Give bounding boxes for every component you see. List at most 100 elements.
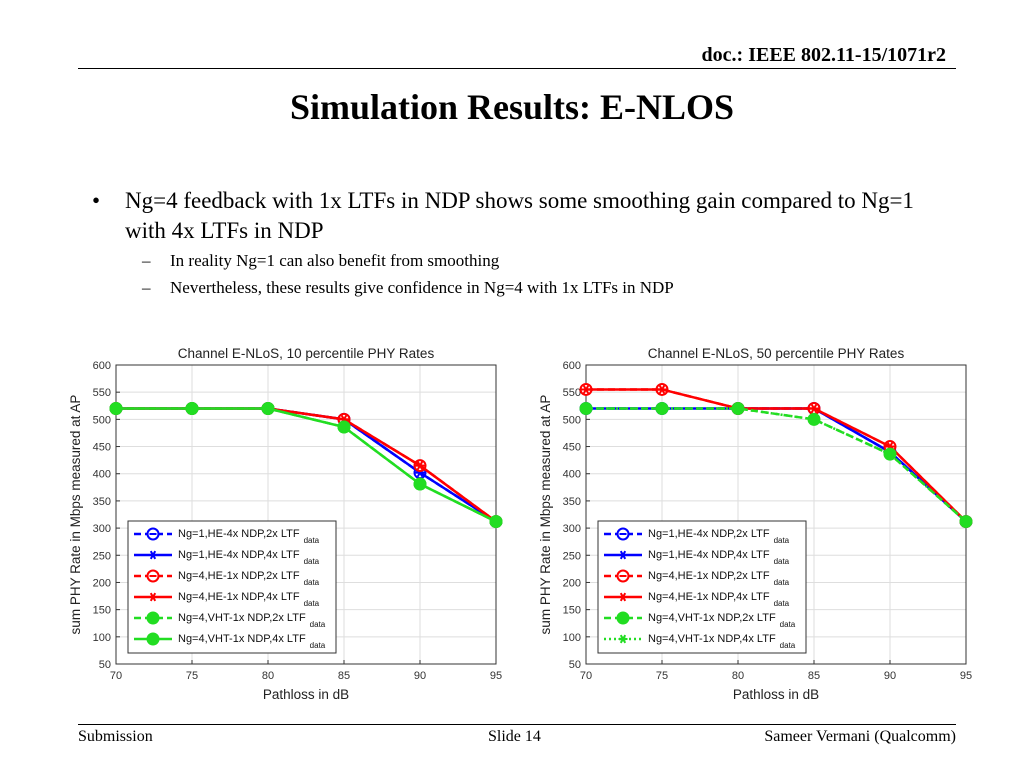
y-axis-label: sum PHY Rate in Mbps measured at AP [538, 395, 553, 635]
legend-label-subscript: data [310, 641, 326, 650]
legend-label-subscript: data [774, 536, 790, 545]
y-tick-label: 400 [563, 469, 581, 481]
series-line [116, 407, 497, 523]
legend-marker [148, 592, 158, 602]
x-tick-label: 85 [338, 670, 350, 682]
x-axis-label: Pathloss in dB [733, 687, 819, 702]
series-line [116, 407, 497, 523]
y-tick-label: 250 [563, 550, 581, 562]
series-1 [109, 401, 503, 529]
header-rule [78, 68, 956, 69]
legend-marker [616, 611, 630, 625]
legend-label-subscript: data [774, 557, 790, 566]
legend-label-subscript: data [774, 599, 790, 608]
y-axis-label: sum PHY Rate in Mbps measured at AP [68, 395, 83, 635]
series-line [586, 407, 967, 523]
series-3 [109, 401, 503, 529]
legend-marker [618, 550, 628, 560]
x-tick-label: 70 [580, 670, 592, 682]
legend-label-subscript: data [304, 578, 320, 587]
x-tick-label: 90 [884, 670, 896, 682]
series-2 [581, 404, 971, 526]
footer-author: Sameer Vermani (Qualcomm) [764, 728, 956, 745]
data-point [809, 414, 819, 424]
series-line [116, 407, 497, 523]
data-point [885, 442, 895, 451]
dash-icon: – [142, 251, 151, 270]
chart-title: Channel E-NLoS, 50 percentile PHY Rates [648, 346, 905, 361]
bullet-list: • Ng=4 feedback with 1x LTFs in NDP show… [92, 186, 952, 300]
y-tick-label: 400 [93, 469, 111, 481]
legend-label-subscript: data [774, 578, 790, 587]
legend-label-subscript: data [780, 620, 796, 629]
y-tick-label: 550 [93, 387, 111, 399]
y-tick-label: 200 [93, 577, 111, 589]
x-tick-label: 70 [110, 670, 122, 682]
y-tick-label: 300 [563, 523, 581, 535]
data-point [415, 468, 425, 478]
y-tick-label: 50 [569, 659, 581, 671]
y-tick-label: 250 [93, 550, 111, 562]
y-tick-label: 500 [93, 414, 111, 426]
series-6 [109, 401, 503, 529]
series-2 [111, 404, 501, 526]
y-tick-label: 100 [93, 632, 111, 644]
series-line [116, 407, 497, 523]
y-tick-label: 550 [563, 387, 581, 399]
legend-label-subscript: data [304, 599, 320, 608]
dash-icon: – [142, 278, 151, 297]
legend-box [127, 520, 337, 654]
bullet-dot-icon: • [92, 188, 101, 213]
y-tick-label: 500 [563, 414, 581, 426]
y-tick-label: 450 [93, 442, 111, 454]
series-4 [581, 385, 971, 526]
data-point [809, 404, 819, 413]
data-point [337, 420, 351, 434]
data-point [961, 517, 971, 526]
data-point [413, 477, 427, 491]
legend-label-subscript: data [780, 641, 796, 650]
legend-box [597, 520, 807, 654]
y-tick-label: 350 [563, 496, 581, 508]
data-point [339, 414, 349, 424]
sub-bullet-item: – Nevertheless, these results give confi… [92, 276, 952, 300]
bullet-text: Ng=4 feedback with 1x LTFs in NDP shows … [125, 188, 914, 243]
plot-frame [115, 364, 497, 665]
data-point [581, 385, 591, 394]
x-axis-label: Pathloss in dB [263, 687, 349, 702]
y-tick-label: 600 [563, 360, 581, 372]
legend-marker [148, 550, 158, 560]
chart-10-percentile: Channel E-NLoS, 10 percentile PHY Rates 7… [68, 346, 503, 702]
footer-rule [78, 724, 956, 725]
series-line [586, 388, 967, 523]
slide-title: Simulation Results: E-NLOS [289, 87, 735, 127]
data-point [657, 385, 667, 394]
x-tick-label: 80 [732, 670, 744, 682]
legend-marker [146, 611, 160, 625]
x-tick-label: 80 [262, 670, 274, 682]
series-3 [579, 382, 973, 529]
data-point [885, 449, 895, 459]
chart-title: Channel E-NLoS, 10 percentile PHY Rates [178, 346, 435, 361]
series-5 [109, 401, 503, 529]
data-point [657, 404, 667, 413]
data-point [185, 401, 199, 415]
y-tick-label: 100 [563, 632, 581, 644]
data-point [489, 515, 503, 529]
sub-bullet-item: – In reality Ng=1 can also benefit from … [92, 249, 952, 273]
footer-submission: Submission [78, 728, 153, 745]
y-tick-label: 450 [563, 442, 581, 454]
legend-label-subscript: data [304, 536, 320, 545]
x-tick-label: 75 [186, 670, 198, 682]
sub-bullet-text: Nevertheless, these results give confide… [170, 278, 674, 297]
series-line [116, 407, 497, 523]
y-tick-label: 350 [93, 496, 111, 508]
data-point [261, 401, 275, 415]
legend-label-subscript: data [310, 620, 326, 629]
sub-bullet-text: In reality Ng=1 can also benefit from sm… [170, 251, 500, 270]
legend-marker [618, 592, 628, 602]
series-line [116, 407, 497, 523]
document-id: doc.: IEEE 802.11-15/1071r2 [701, 44, 946, 66]
x-tick-label: 85 [808, 670, 820, 682]
y-tick-label: 150 [563, 605, 581, 617]
